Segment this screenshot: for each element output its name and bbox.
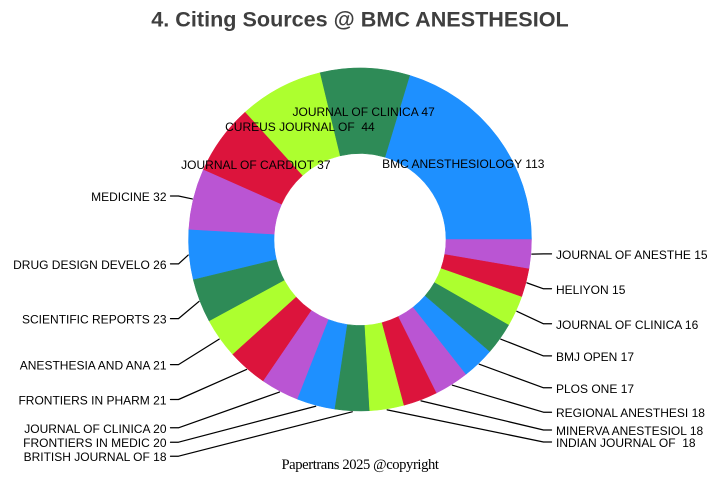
svg-text:FRONTIERS IN PHARM 21: FRONTIERS IN PHARM 21: [18, 394, 166, 408]
svg-text:4. Citing Sources @ BMC ANESTH: 4. Citing Sources @ BMC ANESTHESIOL: [151, 7, 568, 32]
svg-text:BMC ANESTHESIOLOGY 113: BMC ANESTHESIOLOGY 113: [382, 157, 545, 171]
svg-text:ANESTHESIA AND ANA 21: ANESTHESIA AND ANA 21: [20, 359, 167, 373]
svg-text:JOURNAL OF CLINICA 47: JOURNAL OF CLINICA 47: [292, 105, 435, 119]
svg-text:REGIONAL ANESTHESI 18: REGIONAL ANESTHESI 18: [556, 406, 705, 420]
svg-text:DRUG DESIGN DEVELO 26: DRUG DESIGN DEVELO 26: [13, 258, 167, 272]
svg-text:MEDICINE 32: MEDICINE 32: [91, 190, 167, 204]
svg-text:BRITISH JOURNAL OF 18: BRITISH JOURNAL OF 18: [24, 450, 167, 464]
svg-text:FRONTIERS IN MEDIC 20: FRONTIERS IN MEDIC 20: [23, 436, 167, 450]
svg-text:JOURNAL OF CLINICA 16: JOURNAL OF CLINICA 16: [556, 318, 699, 332]
svg-text:JOURNAL OF ANESTHE 15: JOURNAL OF ANESTHE 15: [556, 248, 708, 262]
svg-text:INDIAN JOURNAL OF 18: INDIAN JOURNAL OF 18: [556, 436, 696, 450]
svg-text:JOURNAL OF CARDIOT 37: JOURNAL OF CARDIOT 37: [181, 158, 331, 172]
svg-text:HELIYON 15: HELIYON 15: [556, 283, 626, 297]
svg-text:JOURNAL OF CLINICA 20: JOURNAL OF CLINICA 20: [24, 422, 167, 436]
svg-text:BMJ OPEN 17: BMJ OPEN 17: [556, 350, 634, 364]
svg-text:Papertrans 2025 @copyright: Papertrans 2025 @copyright: [281, 457, 438, 473]
svg-text:MINERVA ANESTESIOL 18: MINERVA ANESTESIOL 18: [556, 424, 703, 438]
svg-text:CUREUS JOURNAL OF 44: CUREUS JOURNAL OF 44: [225, 120, 375, 134]
svg-text:SCIENTIFIC REPORTS 23: SCIENTIFIC REPORTS 23: [22, 313, 167, 327]
svg-text:PLOS ONE 17: PLOS ONE 17: [556, 382, 634, 396]
